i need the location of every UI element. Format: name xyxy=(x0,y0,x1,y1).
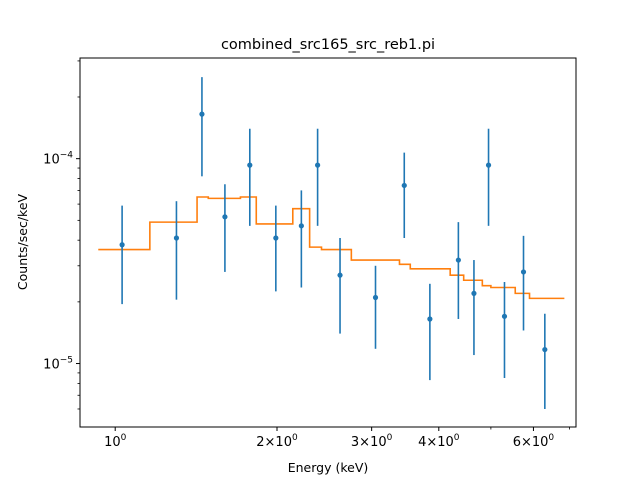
data-point xyxy=(173,235,180,241)
y-tick-label: 10−5 xyxy=(43,356,73,373)
y-tick-label: 10−4 xyxy=(43,151,73,168)
data-point xyxy=(485,162,492,168)
plot-frame xyxy=(79,57,577,428)
x-tick-label: 3×100 xyxy=(351,433,393,450)
data-point xyxy=(298,223,304,229)
data-point xyxy=(199,111,205,117)
x-axis-label: Energy (keV) xyxy=(288,460,369,475)
data-point xyxy=(401,182,407,189)
data-point xyxy=(427,316,433,322)
data-point xyxy=(273,235,279,241)
chart-title: combined_src165_src_reb1.pi xyxy=(221,37,435,53)
y-axis-label: Counts/sec/keV xyxy=(15,193,30,290)
data-point xyxy=(471,290,477,296)
x-tick-label: 2×100 xyxy=(256,433,298,450)
data-point xyxy=(247,162,253,168)
x-tick-label: 4×100 xyxy=(418,433,460,450)
data-point xyxy=(501,313,508,319)
x-tick-label: 100 xyxy=(104,433,127,450)
plot-content xyxy=(98,77,565,409)
x-tick-label: 6×100 xyxy=(513,433,555,450)
data-point xyxy=(372,294,379,301)
model-step-line xyxy=(98,196,565,300)
data-point xyxy=(542,346,548,353)
data-point xyxy=(222,214,228,220)
data-point xyxy=(119,242,125,248)
data-point xyxy=(337,272,343,278)
data-point xyxy=(455,257,461,263)
axis-ticks: 100 2×100 3×100 4×100 6×100 10−5 10−4 xyxy=(43,60,570,450)
data-point xyxy=(520,269,527,275)
data-point xyxy=(315,162,321,168)
